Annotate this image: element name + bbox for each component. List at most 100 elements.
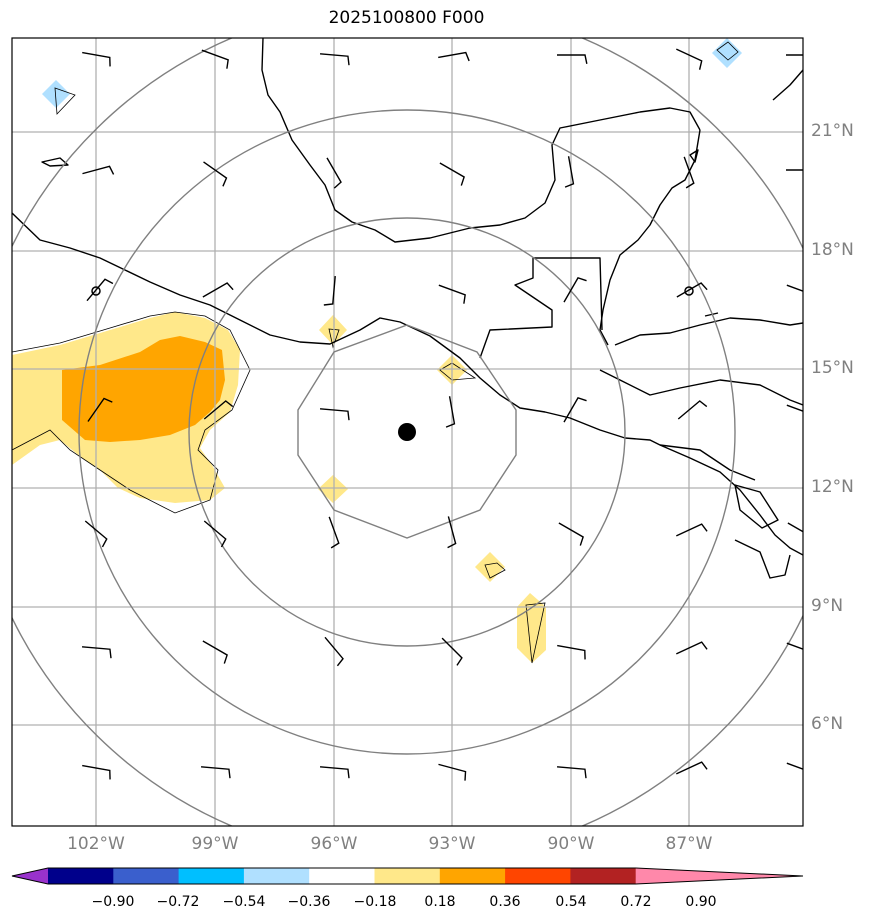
wind-barb [683, 156, 695, 189]
wind-barb [445, 396, 456, 428]
wind-barb [82, 51, 111, 67]
wind-barb [676, 282, 708, 298]
wind-barb [557, 54, 588, 64]
shade-yellow-spot-1 [319, 315, 347, 345]
colorbar-tick-label: −0.18 [353, 894, 397, 910]
wind-barb [563, 397, 587, 423]
wind-barb [82, 165, 115, 175]
wind-barb [438, 51, 470, 62]
wind-barb [676, 523, 708, 537]
wind-barb [328, 516, 340, 549]
colorbar-extend-low [12, 868, 48, 884]
coastline-gulf [261, 38, 701, 243]
colorbar-segment [570, 868, 637, 884]
shade-blue-spot-1 [42, 80, 70, 108]
wind-barb [786, 54, 803, 56]
lon-label: 87°W [665, 834, 713, 854]
colorbar-tick-label: 0.36 [489, 894, 521, 910]
wind-barb [200, 766, 231, 779]
wind-barb [203, 400, 234, 420]
coastline-honduras [614, 317, 803, 346]
center-marker [398, 423, 416, 441]
wind-barb [786, 762, 803, 770]
map-frame [11, 37, 804, 827]
border-honduras [599, 369, 803, 406]
wind-barb [319, 766, 350, 779]
range-ring-2 [188, 217, 626, 647]
wind-barb [786, 284, 803, 292]
colorbar-segment [374, 868, 441, 884]
wind-barb [786, 642, 803, 650]
lon-label: 96°W [310, 834, 358, 854]
lat-label: 12°N [811, 477, 854, 497]
wind-barb [438, 763, 467, 781]
wind-barb [81, 646, 112, 659]
colorbar-segment [309, 868, 375, 884]
wind-barb [557, 644, 586, 660]
wind-barb [319, 408, 350, 421]
lat-label: 6°N [811, 714, 844, 734]
colorbar-segment [505, 868, 571, 884]
colorbar-segment [178, 868, 245, 884]
shade-blue-spot-2 [712, 38, 742, 68]
wind-barb [787, 522, 803, 533]
island-3 [704, 312, 719, 317]
colorbar-tick-label: 0.18 [424, 894, 456, 910]
colorbar-extend-high [635, 868, 803, 884]
colorbar-segment [113, 868, 180, 884]
wind-barbs [81, 48, 803, 781]
colorbar-segment [243, 868, 310, 884]
wind-barb [84, 520, 108, 548]
wind-barb [676, 761, 708, 775]
shade-yellow-spot-3 [318, 475, 348, 503]
lon-label: 99°W [191, 834, 239, 854]
wind-barb [203, 161, 228, 187]
wind-barb [326, 157, 342, 189]
station-circle-west [91, 286, 101, 296]
coastline-yucatan [599, 129, 701, 346]
colorbar-tick-label: −0.54 [222, 894, 266, 910]
wind-barb [202, 640, 228, 664]
range-ring-3 [78, 109, 736, 755]
wind-barb [82, 764, 111, 780]
wind-barb [786, 404, 803, 412]
wind-barb [447, 516, 457, 549]
border-mex-guat [479, 257, 603, 359]
wind-barb [203, 520, 227, 548]
colorbar-segment [439, 868, 506, 884]
shade-orange-west [62, 336, 225, 442]
wind-barb [438, 284, 466, 304]
wind-barb [202, 282, 234, 298]
lon-label: 90°W [547, 834, 595, 854]
lake-nicaragua [734, 484, 779, 529]
wind-barb [324, 636, 344, 667]
colorbar-tick-label: 0.54 [555, 894, 587, 910]
map-title: 2025100800 F000 [328, 8, 485, 28]
lon-label: 93°W [428, 834, 476, 854]
colorbar-tick-label: −0.72 [156, 894, 200, 910]
lat-label: 9°N [811, 596, 844, 616]
colorbar-tick-label: −0.36 [287, 894, 331, 910]
colorbar-tick-label: 0.72 [620, 894, 652, 910]
colorbar-tick-label: 0.90 [685, 894, 717, 910]
lat-label: 18°N [811, 240, 854, 260]
shade-yellow-spot-4 [475, 552, 505, 582]
wind-barb [323, 275, 336, 306]
wind-barb [558, 522, 584, 546]
island-2 [689, 149, 699, 163]
wind-barb [786, 169, 803, 171]
shade-yellow-spot-5 [517, 593, 546, 663]
island-1 [41, 157, 69, 167]
colorbar-tick-label: −0.90 [91, 894, 135, 910]
nicoya [734, 539, 791, 579]
wind-barb [556, 766, 587, 779]
wind-barb [676, 641, 708, 655]
station-circle-east [684, 286, 694, 296]
colorbar [11, 867, 804, 885]
wind-barb [439, 162, 465, 186]
wind-barb [564, 156, 575, 188]
lon-label: 102°W [67, 834, 125, 854]
border-nicaragua [659, 444, 756, 481]
lat-label: 15°N [811, 358, 854, 378]
